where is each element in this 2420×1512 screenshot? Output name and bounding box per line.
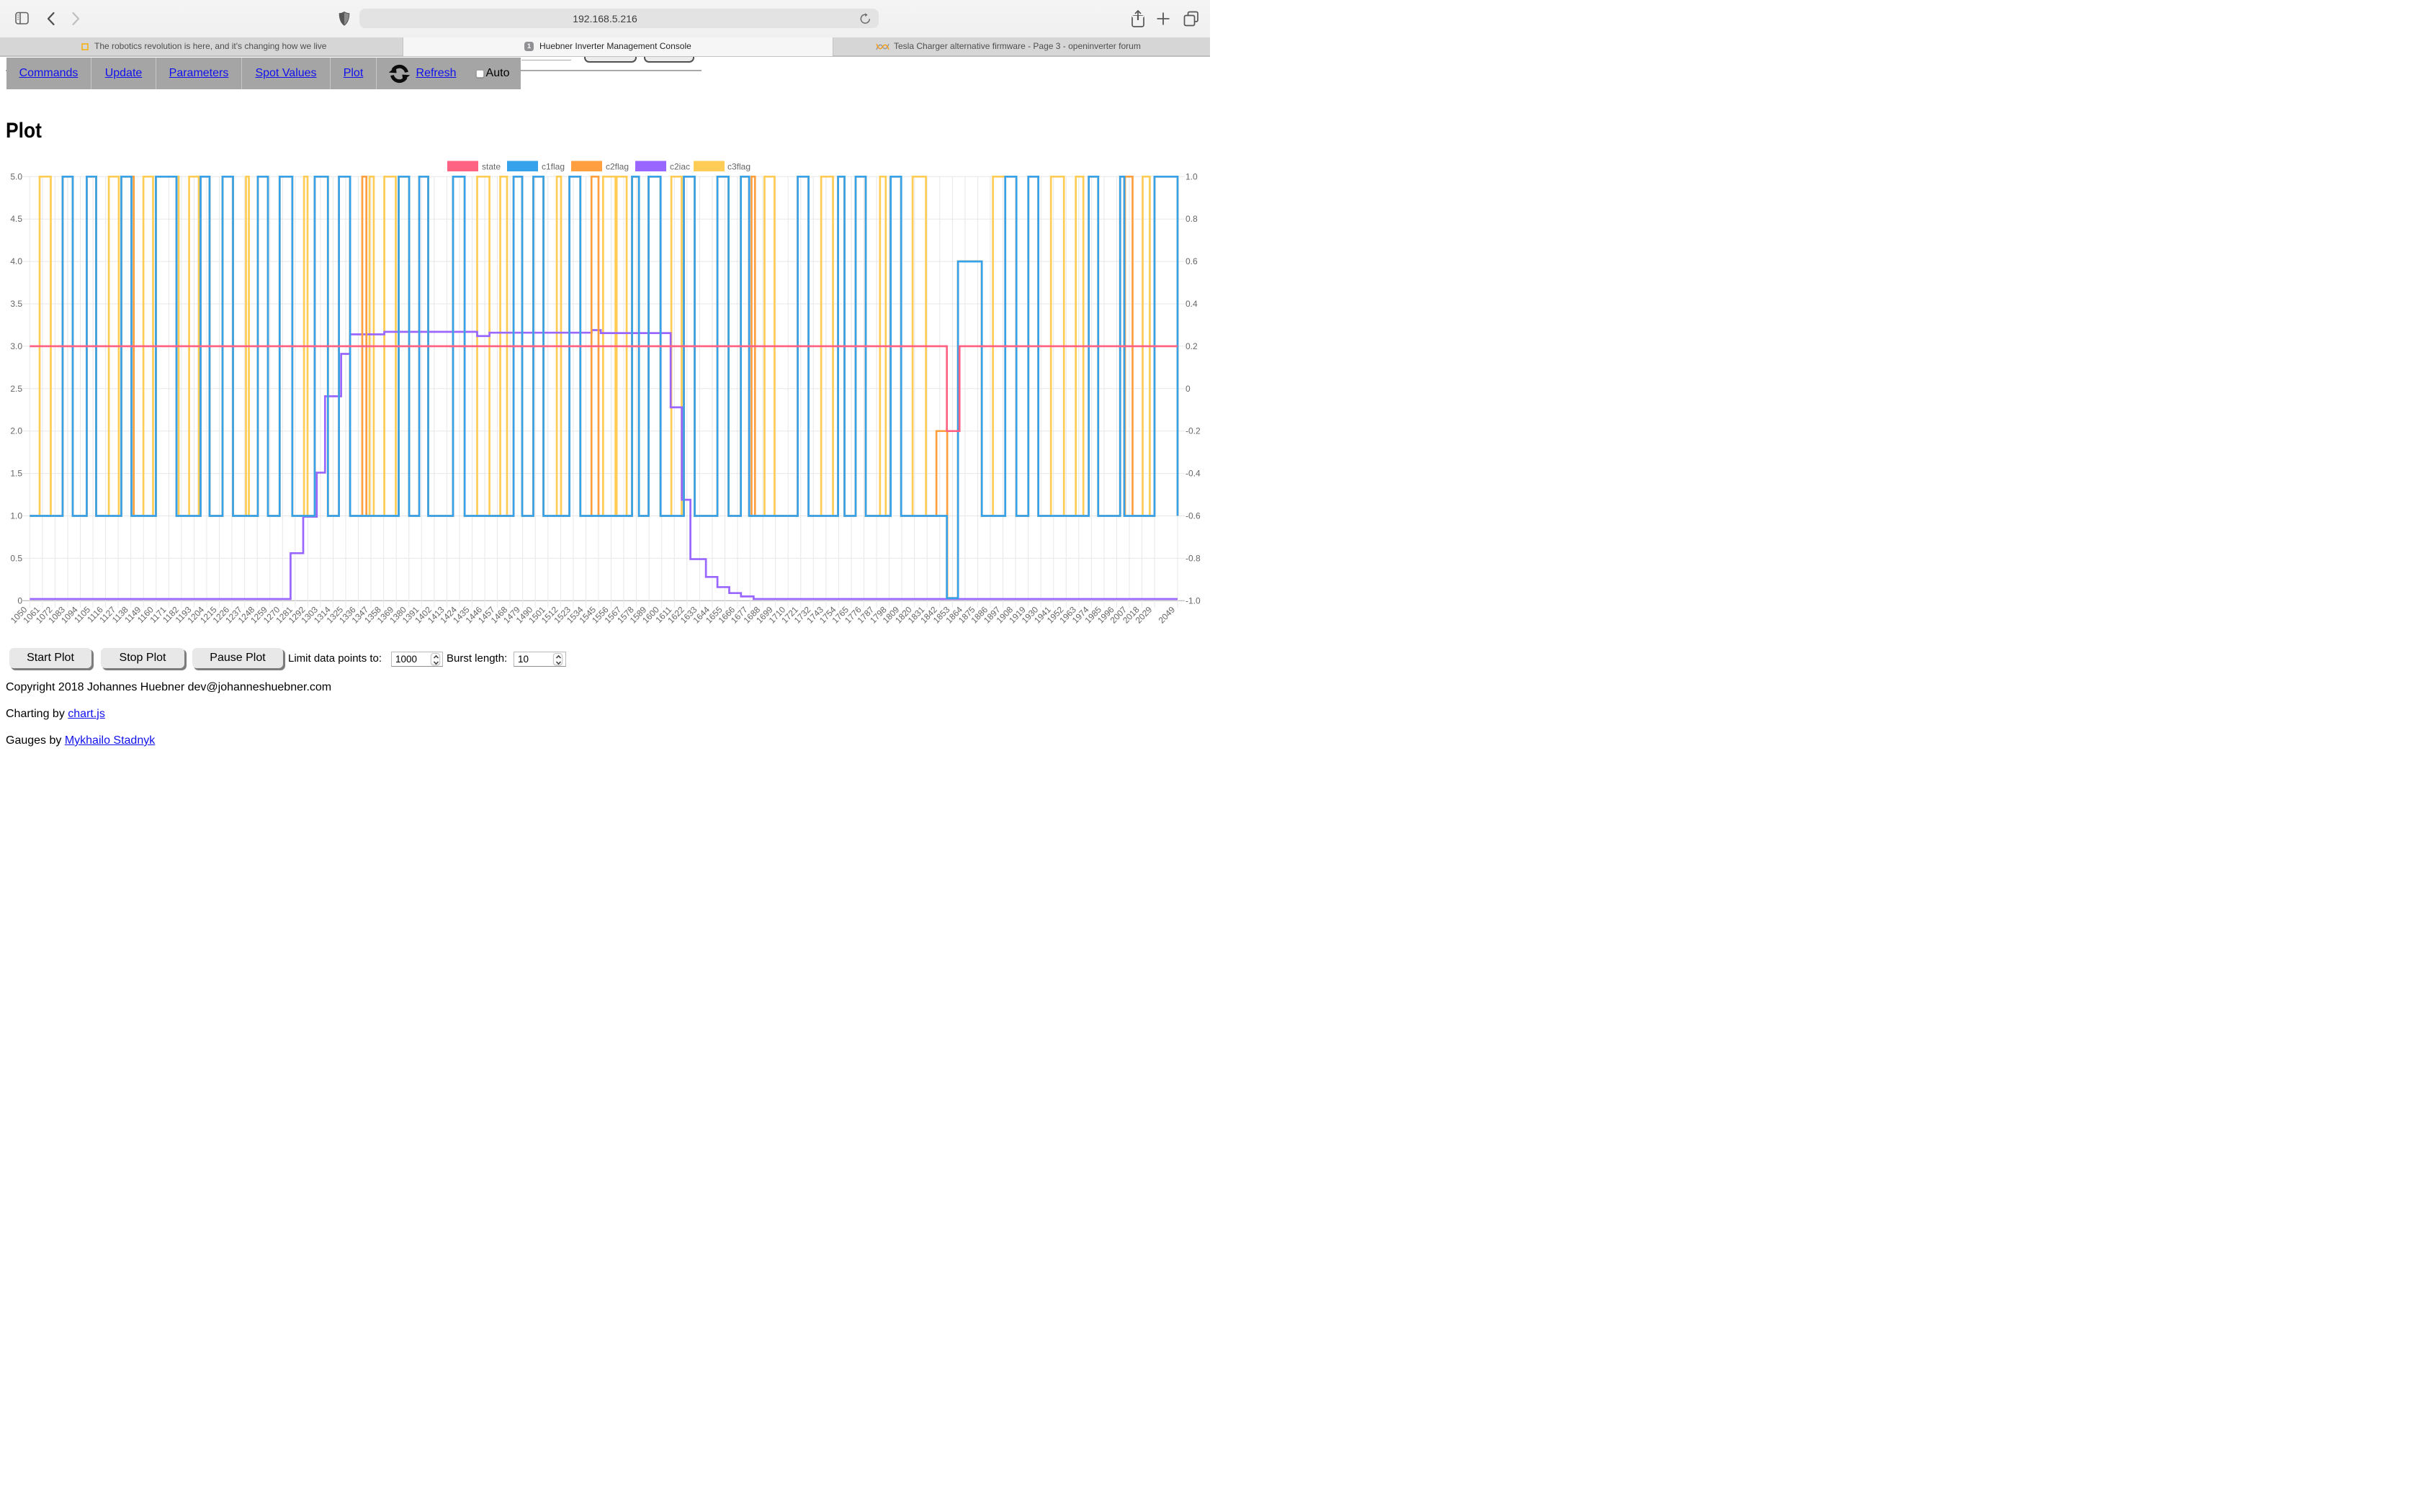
svg-text:-0.2: -0.2 <box>1186 426 1201 436</box>
svg-text:-0.6: -0.6 <box>1186 511 1201 521</box>
svg-text:1.0: 1.0 <box>1186 171 1198 181</box>
svg-text:0.6: 0.6 <box>1186 256 1198 266</box>
svg-text:4.5: 4.5 <box>10 214 22 224</box>
svg-text:-1.0: -1.0 <box>1186 595 1201 606</box>
svg-text:0.2: 0.2 <box>1186 341 1198 351</box>
svg-text:3.5: 3.5 <box>10 299 22 309</box>
svg-text:2.5: 2.5 <box>10 384 22 394</box>
svg-text:0.4: 0.4 <box>1186 299 1198 309</box>
svg-text:2049: 2049 <box>1157 604 1178 625</box>
svg-text:c2flag: c2flag <box>606 162 629 172</box>
svg-text:4.0: 4.0 <box>10 256 22 266</box>
svg-text:state: state <box>482 162 501 172</box>
svg-text:c1flag: c1flag <box>542 162 565 172</box>
svg-text:0.8: 0.8 <box>1186 214 1198 224</box>
svg-text:0: 0 <box>17 595 22 606</box>
svg-text:c3flag: c3flag <box>727 162 750 172</box>
svg-text:0: 0 <box>1186 384 1191 394</box>
svg-text:c2iac: c2iac <box>670 162 690 172</box>
svg-text:1.5: 1.5 <box>10 469 22 479</box>
svg-text:1.0: 1.0 <box>10 511 22 521</box>
svg-text:5.0: 5.0 <box>10 171 22 181</box>
svg-text:3.0: 3.0 <box>10 341 22 351</box>
svg-text:-0.8: -0.8 <box>1186 553 1201 563</box>
svg-text:2.0: 2.0 <box>10 426 22 436</box>
svg-text:0.5: 0.5 <box>10 553 22 563</box>
svg-text:-0.4: -0.4 <box>1186 469 1201 479</box>
